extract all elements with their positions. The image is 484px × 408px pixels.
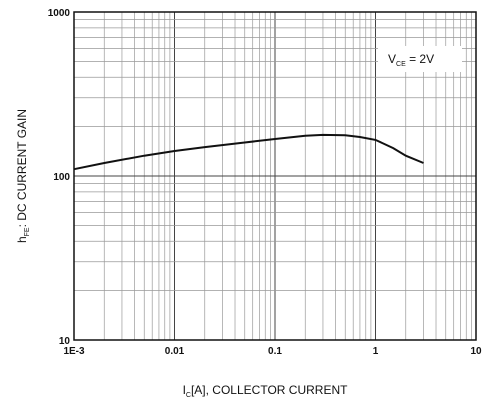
y-axis-label-main: h (15, 236, 29, 243)
annotation-vce: VCE = 2V (388, 52, 434, 68)
x-axis-label-sub: C (186, 392, 191, 399)
x-tick-label: 0.01 (165, 346, 185, 357)
y-tick-label: 1000 (48, 8, 71, 19)
y-tick-label: 100 (53, 172, 70, 183)
y-axis-label: hFE: DC CURRENT GAIN (15, 109, 31, 243)
y-axis-label-rest: : DC CURRENT GAIN (15, 109, 29, 227)
annotation-main: V (388, 52, 396, 66)
x-tick-label: 1E-3 (63, 346, 85, 357)
tick-labels: 1E-3 0.01 0.1 1 10 10 100 1000 (48, 8, 482, 357)
series-line-hfe (73, 133, 424, 171)
plot-frame (73, 11, 477, 341)
annotation-box (378, 46, 462, 72)
x-tick-label: 1 (373, 346, 379, 357)
x-tick-label: 0.1 (268, 346, 282, 357)
y-tick-label: 10 (59, 336, 71, 347)
x-axis-label: IC[A], COLLECTOR CURRENT (183, 383, 349, 399)
grid (73, 12, 476, 341)
annotation-rest: = 2V (406, 52, 434, 66)
x-axis-label-rest: [A], COLLECTOR CURRENT (191, 383, 348, 397)
annotation-sub: CE (396, 61, 406, 68)
x-axis-label-main: I (183, 383, 186, 397)
x-tick-label: 10 (470, 346, 482, 357)
y-axis-label-sub: FE (24, 227, 31, 236)
